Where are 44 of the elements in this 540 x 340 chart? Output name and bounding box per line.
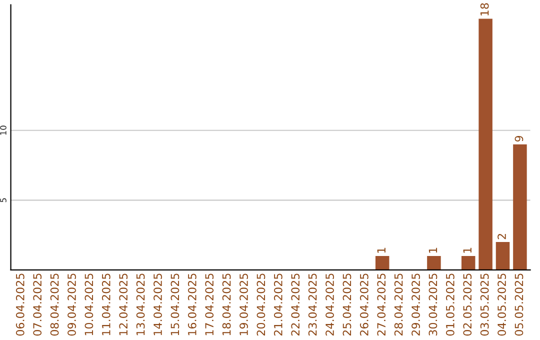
x-tick-label: 14.04.2025	[154, 274, 162, 336]
x-tick-label: 06.04.2025	[16, 274, 24, 336]
y-tick-label: 10	[0, 126, 6, 135]
x-tick-label: 29.04.2025	[412, 274, 420, 336]
x-tick-label: 20.04.2025	[256, 274, 266, 336]
x-tick-label: 16.04.2025	[188, 274, 196, 336]
x-tick-label: 09.04.2025	[68, 274, 76, 336]
x-tick-label: 05.05.2025	[514, 274, 524, 336]
x-tick-label: 07.04.2025	[33, 274, 42, 336]
x-tick-label: 10.04.2025	[84, 274, 94, 336]
x-tick-label: 02.05.2025	[463, 274, 472, 336]
bar	[461, 256, 476, 270]
x-tick-label: 21.04.2025	[274, 274, 282, 336]
x-tick-label: 01.05.2025	[446, 274, 454, 336]
x-tick-label: 27.04.2025	[377, 274, 386, 336]
y-tick-label: 5	[0, 198, 6, 202]
x-tick-label: 26.04.2025	[360, 274, 368, 336]
x-tick-label: 13.04.2025	[136, 274, 145, 336]
x-tick-label: 08.04.2025	[50, 274, 59, 336]
bar	[427, 256, 441, 270]
data-label: 1	[428, 248, 438, 253]
x-tick-label: 23.04.2025	[308, 274, 317, 336]
x-tick-label: 11.04.2025	[102, 274, 110, 336]
data-label: 2	[498, 234, 506, 240]
x-tick-label: 12.04.2025	[119, 274, 128, 336]
data-label: 9	[514, 136, 524, 142]
x-tick-label: 17.04.2025	[205, 274, 214, 336]
x-tick-label: 24.04.2025	[326, 274, 334, 336]
data-label: 18	[480, 3, 489, 16]
bar	[478, 18, 492, 270]
x-tick-label: 04.05.2025	[498, 274, 506, 336]
bar	[496, 242, 510, 270]
x-tick-label: 28.04.2025	[394, 274, 403, 336]
x-tick-label: 18.04.2025	[222, 274, 231, 336]
x-tick-label: 22.04.2025	[291, 274, 300, 336]
bar	[375, 256, 390, 270]
bar	[513, 144, 527, 270]
data-label: 1	[377, 248, 386, 253]
x-tick-label: 15.04.2025	[170, 274, 180, 336]
x-tick-label: 25.04.2025	[342, 274, 352, 336]
x-tick-label: 19.04.2025	[240, 274, 248, 336]
x-tick-label: 03.05.2025	[480, 274, 489, 336]
x-tick-label: 30.04.2025	[428, 274, 438, 336]
data-label: 1	[463, 248, 472, 253]
